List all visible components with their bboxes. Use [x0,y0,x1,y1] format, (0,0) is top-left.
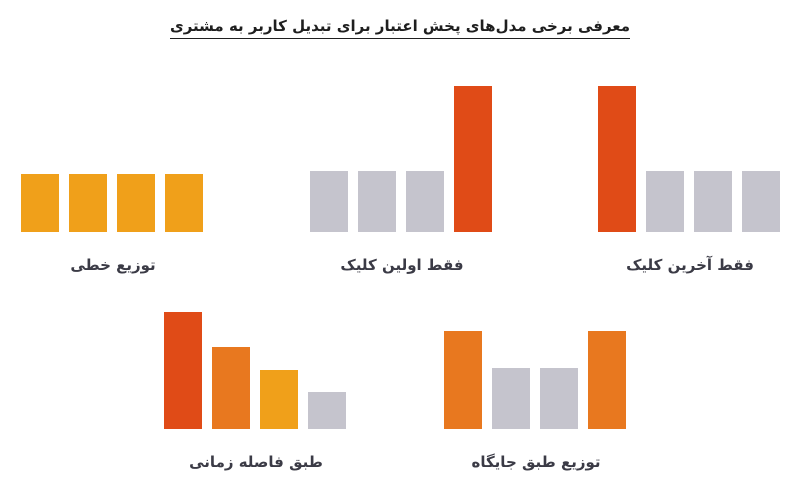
model-position-based: توزیع طبق جایگاه [444,312,628,471]
model-bar [117,174,155,232]
model-bar [742,171,780,232]
model-bar [260,370,298,429]
model-bar [492,368,530,429]
model-bar [598,86,636,232]
model-bar [358,171,396,232]
model-bar [164,312,202,429]
model-bar [646,171,684,232]
model-linear: توزیع خطی [21,86,205,274]
diagram-title-text: معرفی برخی مدل‌های پخش اعتبار برای تبدیل… [169,17,631,39]
model-first-click: فقط اولین کلیک [310,86,494,274]
model-bar [694,171,732,232]
model-label: فقط آخرین کلیک [626,256,754,274]
model-bar [588,331,626,429]
model-bar [310,171,348,232]
model-bar [444,331,482,429]
model-label: توزیع طبق جایگاه [471,453,601,471]
model-bar [540,368,578,429]
diagram-title: معرفی برخی مدل‌های پخش اعتبار برای تبدیل… [0,17,800,39]
model-label: طبق فاصله زمانی [189,453,323,471]
model-time-decay: طبق فاصله زمانی [164,312,348,471]
model-bar [454,86,492,232]
model-label: فقط اولین کلیک [340,256,464,274]
model-last-click: فقط آخرین کلیک [598,86,782,274]
model-label: توزیع خطی [70,256,156,274]
model-bar [165,174,203,232]
model-bar [69,174,107,232]
model-bar [21,174,59,232]
model-bar [212,347,250,429]
model-bar [308,392,346,429]
model-bar [406,171,444,232]
